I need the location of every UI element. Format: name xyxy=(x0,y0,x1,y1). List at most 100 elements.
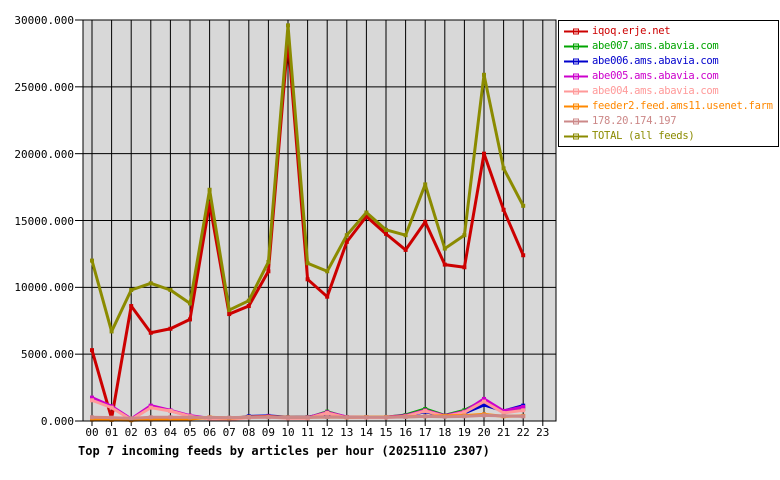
series-marker xyxy=(168,417,173,422)
series-marker xyxy=(501,408,506,413)
x-axis-tick-label: 19 xyxy=(457,426,472,439)
series-marker xyxy=(188,301,192,306)
series-marker xyxy=(364,210,369,215)
legend-label: abe005.ams.abavia.com xyxy=(592,70,719,82)
x-axis-tick-label: 21 xyxy=(496,426,511,439)
x-axis-tick-label: 06 xyxy=(202,426,217,439)
series-marker xyxy=(384,231,388,236)
series-marker xyxy=(325,410,330,415)
x-axis-tick-label: 20 xyxy=(477,426,491,439)
legend-line-sample-icon xyxy=(564,118,588,125)
series-marker xyxy=(442,414,447,419)
series-marker xyxy=(207,201,212,206)
series-marker xyxy=(423,182,428,187)
legend-item: 178.20.174.197 xyxy=(563,114,778,129)
x-axis-tick-label: 14 xyxy=(359,426,374,439)
series-marker xyxy=(188,317,192,322)
series-marker xyxy=(286,23,290,28)
legend-item: abe006.ams.abavia.com xyxy=(563,54,778,69)
series-marker xyxy=(148,415,153,420)
legend-label: iqoq.erje.net xyxy=(592,25,671,37)
series-marker xyxy=(305,415,310,420)
series-marker xyxy=(168,288,173,293)
series-marker xyxy=(442,262,447,267)
series-marker xyxy=(384,415,388,420)
series-marker xyxy=(148,405,153,410)
legend-label: abe006.ams.abavia.com xyxy=(592,55,719,67)
series-marker xyxy=(501,207,506,212)
series-marker xyxy=(344,239,349,244)
series-marker xyxy=(423,414,428,419)
legend-line-sample-icon xyxy=(564,28,588,35)
series-marker xyxy=(90,415,94,420)
series-marker xyxy=(364,214,369,219)
series-marker xyxy=(90,395,94,400)
legend-line-sample-icon xyxy=(564,88,588,95)
x-axis-tick-label: 13 xyxy=(340,426,354,439)
legend-item: abe005.ams.abavia.com xyxy=(563,69,778,84)
y-axis-tick-label: 0.000 xyxy=(40,415,74,428)
x-axis-tick-label: 04 xyxy=(163,426,178,439)
series-marker xyxy=(148,281,153,286)
series-marker xyxy=(521,408,526,413)
series-marker xyxy=(521,414,526,419)
series-marker xyxy=(423,408,428,413)
x-axis-tick-label: 16 xyxy=(398,426,413,439)
series-marker xyxy=(90,398,94,403)
plot-border xyxy=(82,19,557,422)
y-axis-tick-label: 5000.000 xyxy=(21,348,74,362)
series-marker xyxy=(403,233,408,238)
series-marker xyxy=(482,399,486,404)
legend-label: feeder2.feed.ams11.usenet.farm xyxy=(592,100,773,112)
legend-label: abe007.ams.abavia.com xyxy=(592,40,719,52)
series-marker xyxy=(246,304,251,309)
x-axis-tick-label: 07 xyxy=(222,426,236,439)
series-marker xyxy=(148,403,153,408)
legend-line-sample-icon xyxy=(564,43,588,50)
series-marker xyxy=(188,415,192,420)
series-marker xyxy=(227,308,232,313)
y-axis-tick-label: 15000.000 xyxy=(14,214,74,228)
x-axis-tick-label: 23 xyxy=(536,426,550,439)
x-axis-tick-label: 12 xyxy=(320,426,334,439)
series-marker xyxy=(90,348,94,353)
x-axis-tick-label: 03 xyxy=(144,426,158,439)
series-marker xyxy=(109,415,114,420)
y-axis-tick-label: 10000.000 xyxy=(14,281,74,295)
series-marker xyxy=(462,265,467,270)
series-marker xyxy=(266,259,271,264)
legend-line-sample-icon xyxy=(564,133,588,140)
series-marker xyxy=(266,415,271,420)
x-axis-tick-label: 18 xyxy=(438,426,452,439)
series-marker xyxy=(129,288,134,293)
series-marker xyxy=(246,298,251,303)
x-axis-tick-label: 05 xyxy=(183,426,197,439)
series-marker xyxy=(148,417,153,422)
series-marker xyxy=(305,277,310,282)
x-axis-tick-label: 17 xyxy=(418,426,432,439)
x-axis-tick-label: 00 xyxy=(85,426,99,439)
y-axis-tick-label: 25000.000 xyxy=(14,80,74,94)
legend-line-sample-icon xyxy=(564,58,588,65)
series-marker xyxy=(305,261,310,266)
series-marker xyxy=(109,417,114,422)
series-marker xyxy=(90,258,94,263)
series-marker xyxy=(462,233,467,238)
x-axis-tick-label: 10 xyxy=(281,426,295,439)
x-axis-tick-label: 15 xyxy=(379,426,393,439)
legend: iqoq.erje.net abe007.ams.abavia.com abe006… xyxy=(558,20,779,147)
series-marker xyxy=(403,247,408,252)
series-marker xyxy=(521,253,526,258)
legend-label: abe004.ams.abavia.com xyxy=(592,85,719,97)
series-marker xyxy=(521,404,526,409)
legend-item: abe004.ams.abavia.com xyxy=(563,84,778,99)
legend-line-sample-icon xyxy=(564,103,588,110)
series-marker xyxy=(462,414,467,419)
series-marker xyxy=(109,329,114,334)
series-marker xyxy=(442,246,447,251)
series-marker xyxy=(227,415,232,420)
x-axis-tick-label: 11 xyxy=(300,426,315,439)
x-axis-tick-label: 02 xyxy=(124,426,138,439)
series-marker xyxy=(344,415,349,420)
